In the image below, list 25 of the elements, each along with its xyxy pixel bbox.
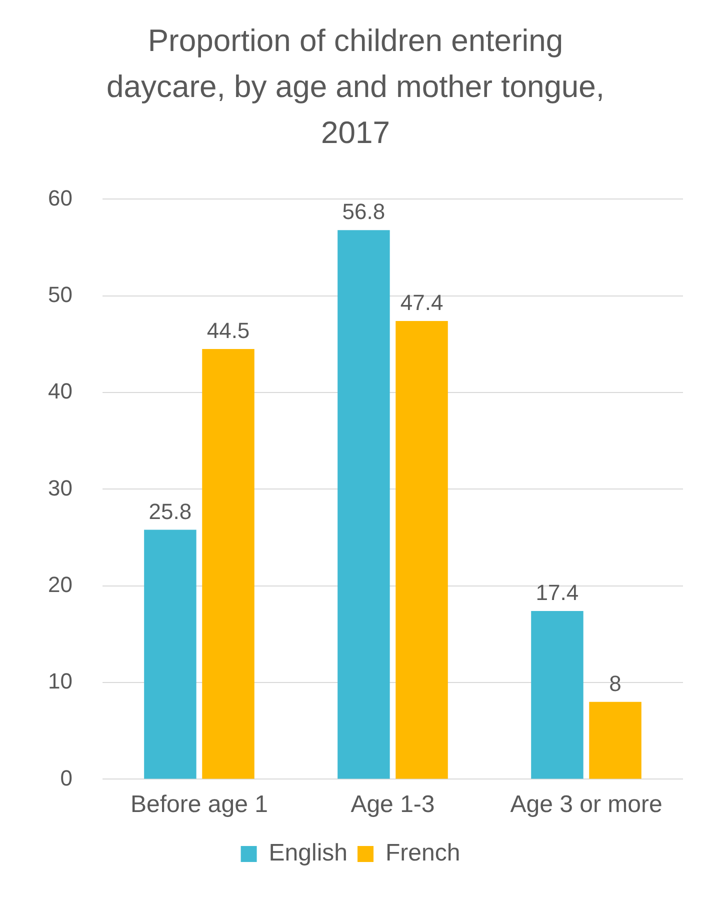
- data-label: 17.4: [536, 580, 579, 606]
- chart-title: Proportion of children entering daycare, by age and mother tongue, 2017: [105, 22, 606, 152]
- y-tick-label: 10: [48, 668, 72, 694]
- data-label: 56.8: [342, 199, 386, 224]
- x-tick-label: Age 1-3: [350, 791, 435, 818]
- bar: [589, 702, 642, 779]
- y-tick-label: 20: [48, 572, 72, 597]
- y-tick-label: 50: [48, 282, 72, 307]
- y-tick-label: 30: [48, 475, 72, 500]
- data-label: 25.8: [148, 498, 192, 524]
- data-label: 44.5: [206, 318, 250, 344]
- bar: [338, 230, 390, 779]
- legend-label: English: [268, 840, 348, 867]
- x-tick-label: Before age 1: [130, 791, 268, 818]
- data-label: 47.4: [400, 290, 444, 316]
- legend-label: French: [386, 840, 460, 867]
- bar: [144, 530, 196, 779]
- bar: [531, 611, 584, 779]
- y-tick-label: 60: [48, 185, 72, 210]
- x-tick-label: Age 3 or more: [510, 791, 662, 818]
- data-label: 8: [609, 670, 622, 696]
- bar: [202, 349, 254, 779]
- y-tick-label: 0: [60, 765, 72, 790]
- bar: [396, 321, 448, 779]
- y-tick-label: 40: [48, 378, 72, 404]
